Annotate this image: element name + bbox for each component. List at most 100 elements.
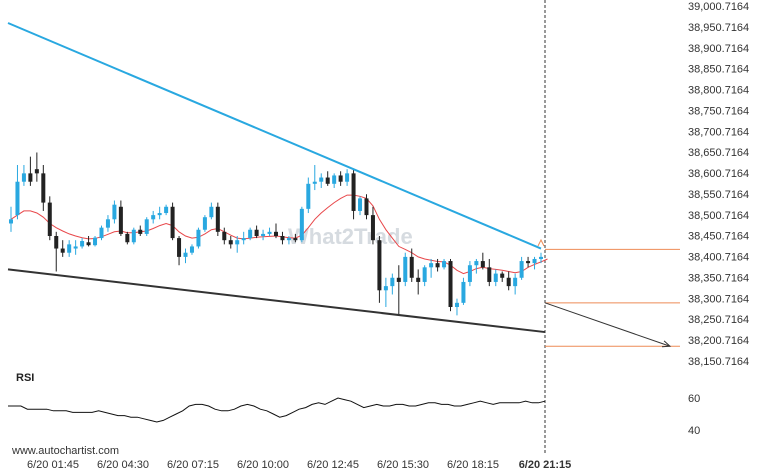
candle-body xyxy=(480,261,485,268)
price-tick-label: 38,800.7164 xyxy=(688,85,749,97)
candle-body xyxy=(351,173,356,211)
candle-body xyxy=(487,267,492,282)
price-tick-label: 38,600.7164 xyxy=(688,168,749,180)
autochartist-watermark: www.autochartist.com xyxy=(11,445,119,457)
rsi-tick-label: 40 xyxy=(688,425,700,437)
candle-body xyxy=(370,215,375,241)
candle-body xyxy=(164,206,169,214)
candle-body xyxy=(177,238,182,257)
candle-body xyxy=(41,173,46,203)
candle-body xyxy=(112,204,117,220)
candle-body xyxy=(377,240,382,291)
candle-body xyxy=(442,261,447,268)
candle-body xyxy=(416,277,421,282)
time-tick-label: 6/20 07:15 xyxy=(167,459,219,471)
price-tick-label: 38,200.7164 xyxy=(688,335,749,347)
price-tick-label: 38,550.7164 xyxy=(688,189,749,201)
candle-body xyxy=(435,263,440,268)
price-tick-label: 38,850.7164 xyxy=(688,64,749,76)
candle-body xyxy=(54,236,59,249)
candle-body xyxy=(80,241,85,247)
candle-body xyxy=(105,219,110,228)
candle-body xyxy=(28,173,33,182)
candle-body xyxy=(15,181,20,216)
candle-body xyxy=(67,244,72,253)
candle-body xyxy=(513,277,518,287)
price-tick-label: 38,900.7164 xyxy=(688,43,749,55)
candle-body xyxy=(332,175,337,184)
trendlines-layer xyxy=(7,22,680,348)
candle-body xyxy=(461,281,466,303)
candle-body xyxy=(422,267,427,282)
candle-body xyxy=(170,206,175,239)
rsi-line xyxy=(8,397,546,423)
candle-body xyxy=(222,231,227,241)
candle-body xyxy=(125,233,130,243)
candle-body xyxy=(228,240,233,245)
candle-body xyxy=(47,202,52,237)
candle-body xyxy=(261,233,266,237)
candle-body xyxy=(248,229,253,239)
price-tick-label: 38,250.7164 xyxy=(688,314,749,326)
candle-body xyxy=(383,286,388,291)
candle-body xyxy=(319,177,324,182)
price-tick-label: 38,400.7164 xyxy=(688,252,749,264)
candle-body xyxy=(280,236,285,241)
lower-support-trendline xyxy=(7,268,546,334)
candle-body xyxy=(273,231,279,237)
logo-watermark: What2Trade xyxy=(288,224,413,249)
time-tick-label: 6/20 21:15 xyxy=(519,459,572,471)
price-tick-label: 38,150.7164 xyxy=(688,356,749,368)
candle-body xyxy=(526,261,531,264)
price-tick-label: 38,300.7164 xyxy=(688,293,749,305)
candle-body xyxy=(235,240,240,245)
upper-resistance-trendline xyxy=(7,22,542,250)
time-tick-label: 6/20 10:00 xyxy=(237,459,289,471)
candle-body xyxy=(364,198,369,216)
candle-body xyxy=(474,261,479,266)
projection-arrow-line xyxy=(544,302,671,347)
candle-body xyxy=(500,273,505,278)
candle-body xyxy=(538,256,544,259)
candle-body xyxy=(189,246,194,253)
moving-average-layer xyxy=(10,194,548,275)
time-tick-label: 6/20 18:15 xyxy=(447,459,499,471)
candle-body xyxy=(151,215,156,220)
rsi-panel: RSI 60 40 xyxy=(8,372,700,437)
time-axis: 6/20 01:45 6/20 04:30 6/20 07:15 6/20 10:00… xyxy=(27,459,571,471)
candle-body xyxy=(183,252,188,257)
candle-body xyxy=(325,177,330,184)
time-tick-label: 6/20 01:45 xyxy=(27,459,79,471)
projection-arrow-head xyxy=(661,340,672,348)
candle-body xyxy=(293,238,298,241)
price-tick-label: 38,450.7164 xyxy=(688,231,749,243)
price-tick-label: 38,950.7164 xyxy=(688,22,749,34)
candle-body xyxy=(34,169,39,174)
candle-body xyxy=(118,206,123,234)
candle-body xyxy=(73,246,78,249)
candle-body xyxy=(409,256,414,278)
candle-body xyxy=(86,242,91,246)
candle-body xyxy=(144,219,149,234)
candle-body xyxy=(345,173,350,182)
price-tick-label: 38,500.7164 xyxy=(688,210,749,222)
candle-body xyxy=(467,265,472,282)
candle-body xyxy=(506,277,511,287)
candle-body xyxy=(390,277,395,287)
price-tick-label: 38,650.7164 xyxy=(688,147,749,159)
price-axis: 39,000.7164 38,950.7164 38,900.7164 38,850.… xyxy=(688,1,749,368)
rsi-tick-label: 60 xyxy=(688,393,700,405)
price-tick-label: 38,700.7164 xyxy=(688,126,749,138)
candle-body xyxy=(202,217,207,230)
price-tick-label: 39,000.7164 xyxy=(688,1,749,13)
candle-body xyxy=(532,258,537,264)
candle-body xyxy=(8,219,14,224)
moving-average-line xyxy=(10,194,548,275)
candle-body xyxy=(93,237,98,246)
candle-body xyxy=(493,273,498,282)
candle-body xyxy=(209,206,214,218)
candle-body xyxy=(21,173,26,182)
candle-body xyxy=(519,261,524,278)
candle-body xyxy=(306,183,311,209)
